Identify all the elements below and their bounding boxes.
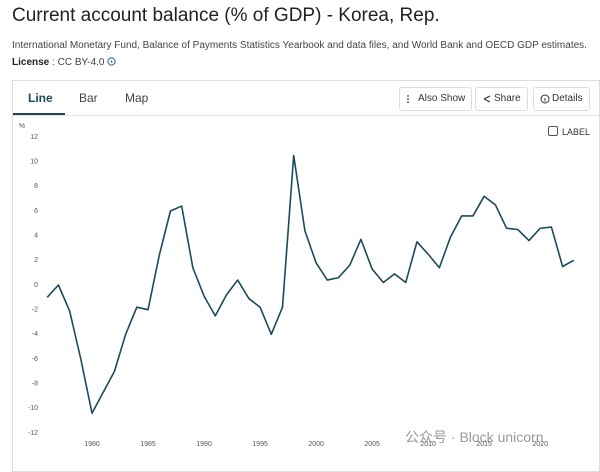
y-tick-label: -2 xyxy=(32,307,38,314)
divider xyxy=(13,115,599,116)
x-tick-label: 1980 xyxy=(84,441,100,448)
y-tick-label: 4 xyxy=(34,233,38,240)
page: Current account balance (% of GDP) - Kor… xyxy=(12,5,600,472)
page-title: Current account balance (% of GDP) - Kor… xyxy=(12,5,440,26)
y-tick-label: 0 xyxy=(34,282,38,289)
chart: % -12 -10 -8 -6 -4 -2 0 2 4 6 8 10 12 1980 1985 1990 1995… xyxy=(19,123,575,448)
tab-underline xyxy=(13,113,65,115)
tab[interactable]: Map xyxy=(125,91,149,105)
y-tick-label: -8 xyxy=(32,381,38,388)
license-label: License xyxy=(12,57,50,68)
tab[interactable]: Bar xyxy=(79,91,98,105)
x-tick-label: 2010 xyxy=(420,441,436,448)
license: License : CC BY-4.0 xyxy=(12,57,116,68)
x-tick-label: 1990 xyxy=(196,441,212,448)
button-label: Share xyxy=(494,93,521,104)
info-icon xyxy=(107,57,116,66)
share-button[interactable]: Share xyxy=(475,87,528,111)
x-tick-label: 1995 xyxy=(252,441,268,448)
x-tick-label: 2000 xyxy=(308,441,324,448)
also-show-button[interactable]: Also Show xyxy=(399,87,473,111)
y-tick-label: -4 xyxy=(32,331,38,338)
checkbox-label: LABEL xyxy=(562,127,591,137)
data-line xyxy=(46,154,575,415)
y-tick-label: 2 xyxy=(34,257,38,264)
y-tick-label: -10 xyxy=(28,405,38,412)
button-label: Also Show xyxy=(418,93,466,104)
watermark: 公众号 · Block unicorn xyxy=(405,429,544,445)
y-tick-label: 10 xyxy=(30,159,38,166)
y-tick-label: 8 xyxy=(34,183,38,190)
x-tick-label: 1985 xyxy=(140,441,156,448)
y-tick-label: -6 xyxy=(32,356,38,363)
label-checkbox[interactable]: LABEL xyxy=(548,126,590,137)
x-tick-label: 2020 xyxy=(532,441,548,448)
details-button[interactable]: Details xyxy=(533,87,590,111)
chart-panel: Line Bar Map Also Show Share Details LAB… xyxy=(12,80,600,472)
license-value[interactable]: CC BY-4.0 xyxy=(57,57,105,68)
x-tick-label: 2005 xyxy=(364,441,380,448)
x-tick-label: 2015 xyxy=(476,441,492,448)
y-axis-label: % xyxy=(19,123,25,130)
source-note: International Monetary Fund, Balance of … xyxy=(12,40,587,51)
button-label: Details xyxy=(552,93,583,104)
tab[interactable]: Line xyxy=(28,91,53,105)
y-tick-label: -12 xyxy=(28,430,38,437)
y-tick-label: 12 xyxy=(30,134,38,141)
y-tick-label: 6 xyxy=(34,208,38,215)
